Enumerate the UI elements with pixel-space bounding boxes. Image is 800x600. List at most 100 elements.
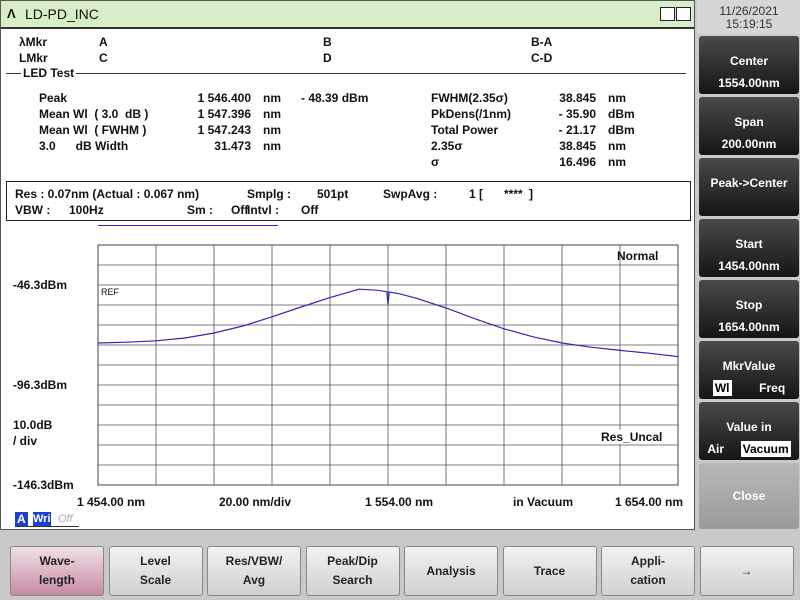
side-key[interactable]: Stop 1654.00nm xyxy=(699,280,799,338)
soft-key-label: Res/VBW/ xyxy=(225,554,283,568)
result-unit: nm xyxy=(608,155,626,169)
result-value: 1 547.396 xyxy=(197,107,251,121)
soft-key-label: Avg xyxy=(242,573,266,587)
marker-label: B xyxy=(323,35,332,49)
clock: 11/26/2021 15:19:15 xyxy=(697,0,800,34)
settings-box: Res : 0.07nm (Actual : 0.067 nm) Smplg :… xyxy=(6,181,691,221)
side-key-label: Center xyxy=(729,54,768,68)
window-title: LD-PD_INC xyxy=(25,6,99,22)
soft-key-label: Scale xyxy=(139,573,172,587)
result-value: 38.845 xyxy=(559,139,596,153)
soft-key[interactable]: Trace xyxy=(502,546,597,596)
result-unit: dBm xyxy=(608,107,635,121)
marker-label: λMkr xyxy=(19,35,48,49)
mid-level: -96.3dBm xyxy=(13,378,68,392)
time: 15:19:15 xyxy=(725,17,773,31)
marker-label: D xyxy=(323,51,332,65)
marker-label: B-A xyxy=(531,35,553,49)
soft-key-label: Peak/Dip xyxy=(327,554,378,568)
sm-label: Sm : xyxy=(187,203,214,217)
soft-key[interactable]: Appli-cation xyxy=(601,546,695,596)
section-rule xyxy=(6,73,686,74)
x-label: 20.00 nm/div xyxy=(218,495,292,509)
side-key-label: Stop xyxy=(735,298,763,312)
smplg: 501pt xyxy=(317,187,349,201)
soft-key[interactable]: Peak/Dip Search xyxy=(305,546,400,596)
result-label: FWHM(2.35σ) xyxy=(431,91,508,105)
bottom-level: -146.3dBm xyxy=(13,478,74,492)
result-unit: nm xyxy=(263,123,281,137)
soft-key[interactable]: Analysis xyxy=(404,546,498,596)
soft-key[interactable]: Res/VBW/Avg xyxy=(207,546,301,596)
result-value: 16.496 xyxy=(559,155,596,169)
side-key-value: 1454.00nm xyxy=(718,259,780,273)
ref-level: -46.3dBm xyxy=(13,278,68,292)
result-unit: nm xyxy=(263,91,281,105)
side-key-label: Start xyxy=(735,237,763,251)
swpavg-label: SwpAvg : xyxy=(383,187,438,201)
result-unit: nm xyxy=(263,107,281,121)
minimize-button[interactable] xyxy=(660,7,675,21)
result-unit: dBm xyxy=(608,123,635,137)
smplg-label: Smplg : xyxy=(247,187,291,201)
side-key-option[interactable]: Freq xyxy=(759,381,786,395)
trace-mode: Wri xyxy=(33,512,51,526)
main-window: Λ LD-PD_INC λMkr A B B-A LMkr C D C-D LE… xyxy=(0,0,695,530)
marker-label: C xyxy=(99,51,108,65)
title-bar: Λ LD-PD_INC xyxy=(1,1,694,29)
side-key[interactable]: Span 200.00nm xyxy=(699,97,799,155)
soft-key-label: Wave- xyxy=(39,554,75,568)
swpavg-count: **** xyxy=(504,187,523,201)
scale-unit: / div xyxy=(13,434,38,448)
display-mode: Normal xyxy=(617,249,659,263)
result-label: Mean Wl ( FWHM ) xyxy=(39,123,147,137)
result-label: 2.35σ xyxy=(431,139,463,153)
trace-id: A xyxy=(15,512,28,526)
side-key[interactable]: MkrValue Wl Freq xyxy=(699,341,799,399)
x-label: 1 654.00 nm xyxy=(614,495,684,509)
result-label: Total Power xyxy=(431,123,499,137)
result-label: Peak xyxy=(39,91,68,105)
soft-key-label: Appli- xyxy=(631,554,665,568)
side-key-value: 1654.00nm xyxy=(718,320,780,334)
side-key-option[interactable]: Vacuum xyxy=(740,441,791,457)
side-key[interactable]: Close xyxy=(699,463,799,529)
soft-key-label: Search xyxy=(332,573,373,587)
result-unit: nm xyxy=(263,139,281,153)
date: 11/26/2021 xyxy=(719,4,779,18)
scroll-indicator xyxy=(98,225,278,226)
side-key-option[interactable]: Wl xyxy=(712,380,732,396)
soft-key[interactable]: → xyxy=(699,546,794,596)
res: Res : 0.07nm (Actual : 0.067 nm) xyxy=(15,187,200,201)
result-value: 1 547.243 xyxy=(197,123,251,137)
marker-label: LMkr xyxy=(19,51,48,65)
maximize-button[interactable] xyxy=(676,7,691,21)
x-label: 1 554.00 nm xyxy=(364,495,434,509)
side-key-label: Close xyxy=(732,489,766,503)
trace-state: Off xyxy=(58,513,73,525)
soft-key-label: → xyxy=(740,563,753,578)
result-value: 31.473 xyxy=(214,139,251,153)
soft-key[interactable]: Level Scale xyxy=(108,546,203,596)
side-key[interactable]: Center 1554.00nm xyxy=(699,36,799,94)
result-unit: nm xyxy=(608,91,626,105)
x-label: 1 454.00 nm xyxy=(76,495,146,509)
side-key-label: Value in xyxy=(726,420,772,434)
vbw-label: VBW : xyxy=(15,203,51,217)
side-key[interactable]: Value in Air Vacuum xyxy=(699,402,799,460)
ref-label: REF xyxy=(101,287,119,297)
side-key-option[interactable]: Air xyxy=(707,442,724,456)
result-value: - 21.17 xyxy=(558,123,596,137)
soft-key-label: Level xyxy=(140,554,171,568)
side-key-label: Span xyxy=(734,115,764,129)
result-value: 38.845 xyxy=(559,91,596,105)
swpavg-end: ] xyxy=(529,187,533,201)
result-unit: nm xyxy=(608,139,626,153)
side-key[interactable]: Peak->Center xyxy=(699,158,799,216)
section-title: LED Test xyxy=(21,66,77,80)
scale: 10.0dB xyxy=(13,418,53,432)
intvl-label: Intvl : xyxy=(247,203,279,217)
soft-key[interactable]: Wave-length xyxy=(10,546,104,596)
side-key[interactable]: Start 1454.00nm xyxy=(699,219,799,277)
